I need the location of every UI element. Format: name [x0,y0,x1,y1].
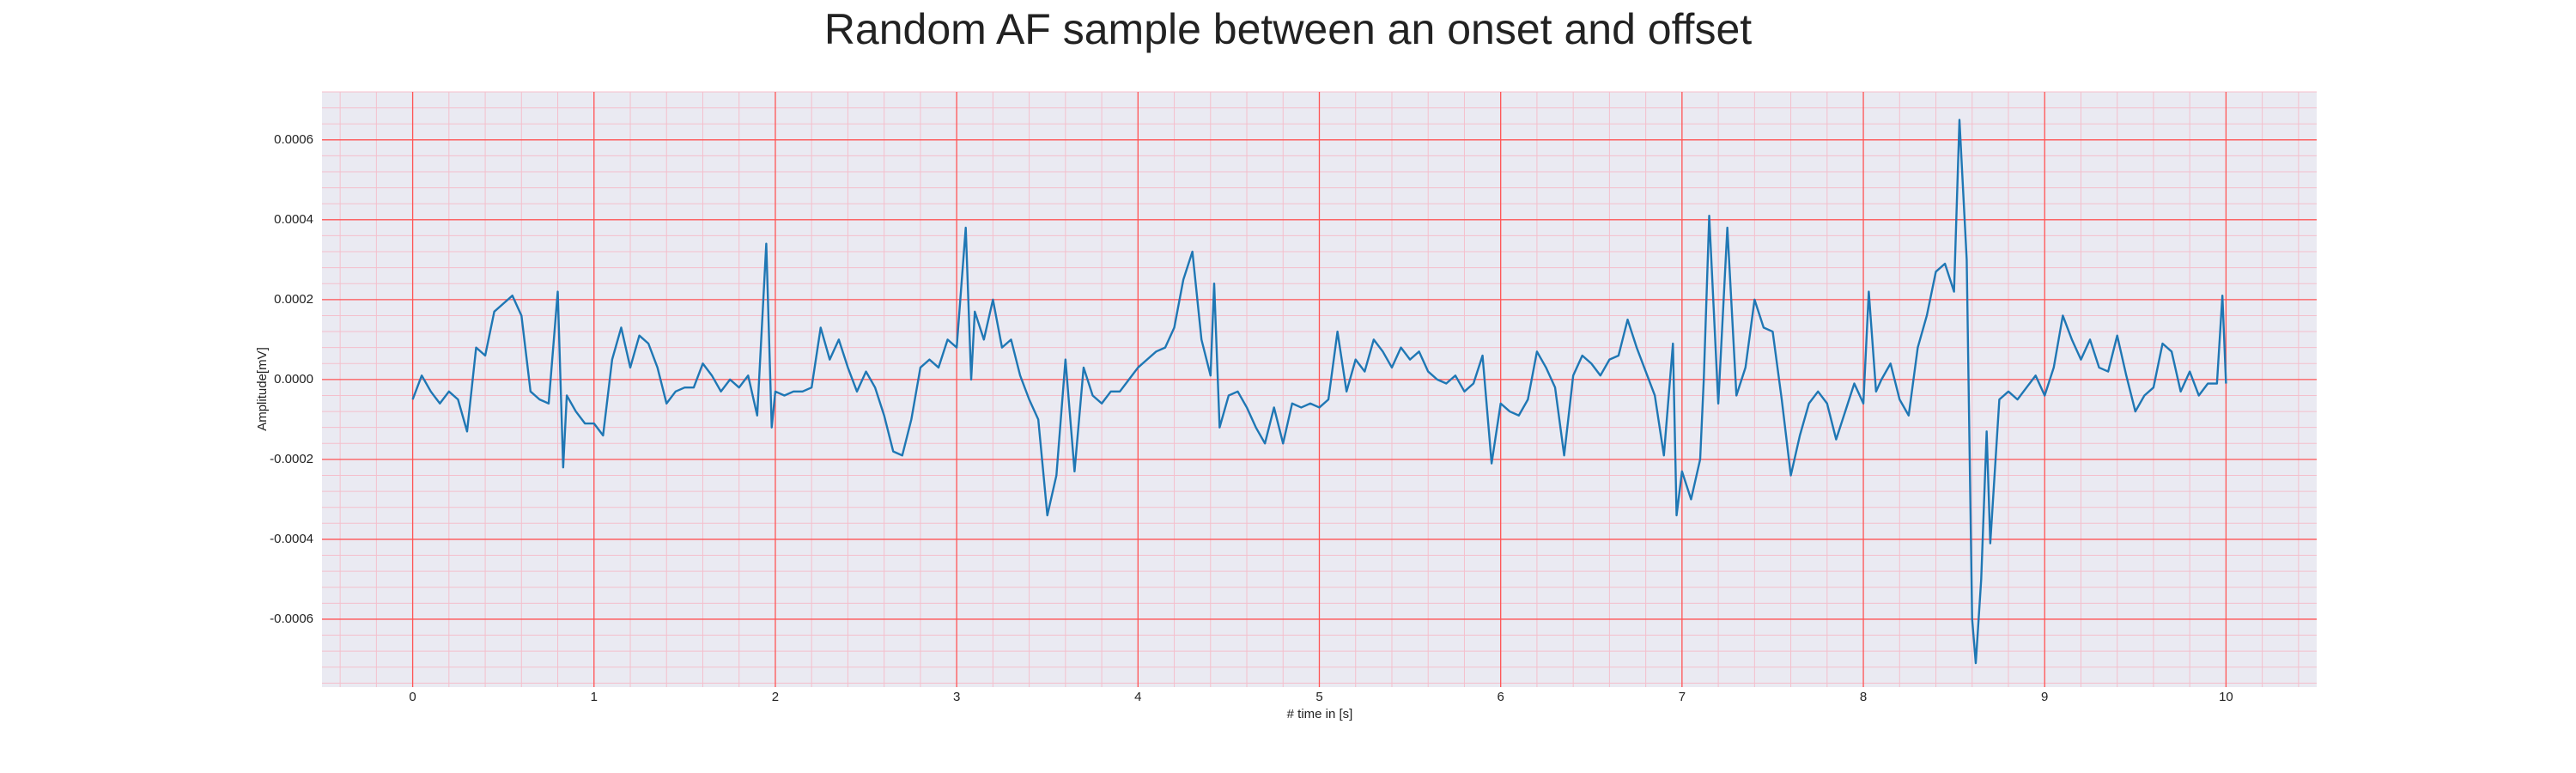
chart-title: Random AF sample between an onset and of… [824,5,1752,53]
y-tick-label: 0.0006 [274,132,313,147]
y-tick-label: 0.0000 [274,372,313,386]
x-tick-label: 9 [2041,690,2048,704]
x-axis-label: # time in [s] [1287,707,1353,721]
x-tick-label: 6 [1498,690,1504,704]
y-tick-label: -0.0004 [270,532,313,546]
x-tick-label: 10 [2219,690,2233,704]
x-tick-label: 5 [1315,690,1322,704]
x-tick-label: 7 [1679,690,1686,704]
y-tick-label: 0.0004 [274,212,313,227]
x-tick-label: 3 [953,690,960,704]
y-tick-label: -0.0006 [270,612,313,626]
plot-area [322,91,2317,687]
signal-line [411,119,2227,665]
y-tick-label: -0.0002 [270,452,313,466]
x-tick-label: 4 [1134,690,1141,704]
y-axis-label: Amplitude[mV] [255,347,270,431]
grid [322,91,2317,687]
x-tick-label: 1 [591,690,598,704]
y-tick-label: 0.0002 [274,292,313,307]
x-tick-label: 2 [772,690,779,704]
x-tick-label: 0 [409,690,416,704]
x-tick-label: 8 [1860,690,1867,704]
